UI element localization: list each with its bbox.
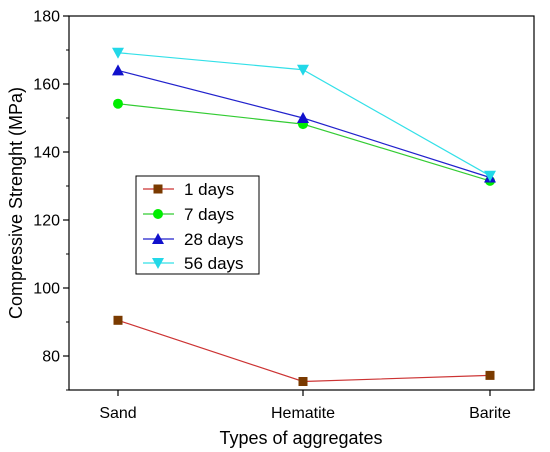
plot-border <box>68 15 535 391</box>
x-tick-label: Hematite <box>271 405 335 422</box>
data-point <box>484 170 496 182</box>
legend-marker <box>153 209 163 219</box>
y-tick-label: 120 <box>33 213 60 230</box>
data-point <box>485 370 495 380</box>
legend: 1 days 7 days 28 days 56 days <box>135 175 260 275</box>
x-axis-label: Types of aggregates <box>219 428 382 448</box>
y-tick-label: 80 <box>42 349 60 366</box>
data-point <box>113 315 123 325</box>
data-point <box>112 47 124 59</box>
y-tick-label: 180 <box>33 9 60 26</box>
y-tick-label: 160 <box>33 77 60 94</box>
x-axis: Sand Hematite Barite <box>99 390 511 422</box>
legend-label: 7 days <box>184 205 234 224</box>
legend-marker <box>153 184 163 194</box>
y-tick-label: 100 <box>33 281 60 298</box>
data-point <box>297 112 309 123</box>
y-axis-label: Compressive Strenght (MPa) <box>6 87 26 319</box>
legend-label: 1 days <box>184 180 234 199</box>
data-point <box>297 64 309 76</box>
legend-marker <box>152 258 164 269</box>
legend-label: 28 days <box>184 230 244 249</box>
series-layer <box>112 47 496 386</box>
y-tick-label: 140 <box>33 145 60 162</box>
data-point <box>113 98 123 109</box>
x-tick-label: Sand <box>99 405 136 422</box>
legend-marker <box>152 233 164 244</box>
x-tick-label: Barite <box>469 405 511 422</box>
series-line-1-days <box>117 319 491 383</box>
legend-label: 56 days <box>184 254 244 273</box>
y-axis: 80 100 120 140 160 180 <box>33 9 69 391</box>
data-point <box>112 64 124 76</box>
data-point <box>298 377 308 386</box>
plot-frame <box>68 15 535 391</box>
